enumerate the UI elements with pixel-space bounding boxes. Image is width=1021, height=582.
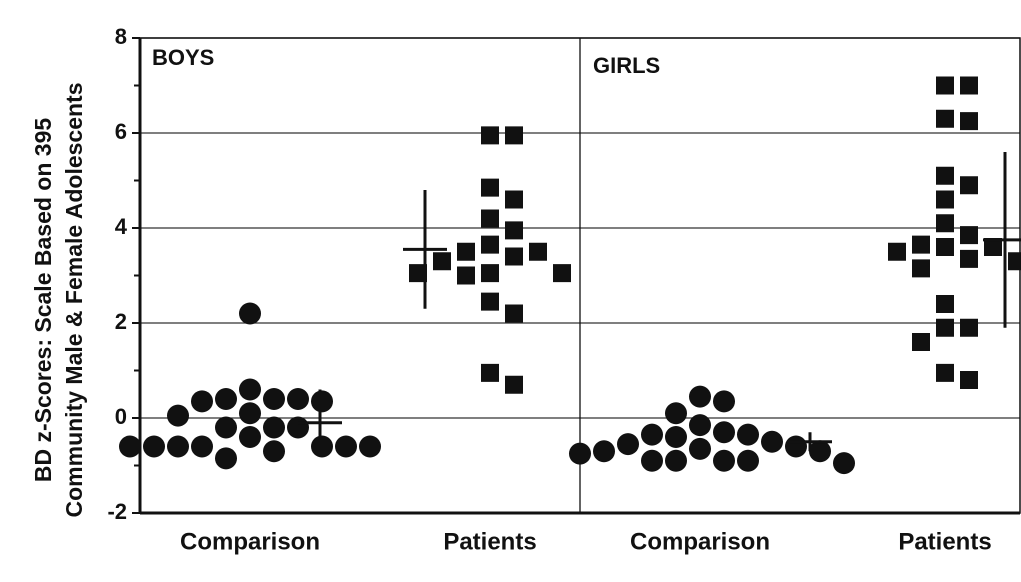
data-point (505, 375, 523, 394)
data-point (593, 440, 615, 463)
y-tick-label: 8 (115, 24, 127, 49)
data-point (936, 76, 954, 95)
data-point (119, 435, 141, 458)
data-point (833, 452, 855, 475)
data-point (936, 238, 954, 256)
data-point (167, 404, 189, 427)
y-axis-label: Community Male & Female Adolescents (61, 83, 87, 518)
data-point (713, 449, 735, 472)
data-point (457, 266, 475, 285)
y-tick-label: 0 (115, 404, 127, 429)
panel-title: GIRLS (593, 53, 660, 78)
data-point (263, 416, 285, 439)
data-point (263, 440, 285, 463)
data-point (359, 435, 381, 458)
data-point (215, 447, 237, 470)
data-point (481, 264, 499, 283)
data-point (737, 449, 759, 472)
data-point (936, 109, 954, 128)
data-point (761, 430, 783, 453)
data-point (665, 402, 687, 425)
y-tick-label: 4 (115, 214, 128, 239)
data-point (809, 440, 831, 463)
data-point (936, 363, 954, 382)
data-point (505, 190, 523, 209)
data-point (287, 388, 309, 410)
data-point (984, 238, 1002, 256)
data-point (960, 318, 978, 337)
data-point (239, 378, 261, 401)
data-point (689, 414, 711, 437)
data-point (785, 435, 807, 458)
data-point (481, 126, 499, 145)
data-point (888, 242, 906, 261)
data-point (215, 388, 237, 410)
y-axis-label: BD z-Scores: Scale Based on 395 (30, 118, 56, 483)
data-point (311, 435, 333, 458)
data-point (481, 209, 499, 228)
data-point (936, 190, 954, 209)
data-point (936, 318, 954, 337)
data-point (689, 437, 711, 460)
data-point (239, 402, 261, 425)
data-point (960, 112, 978, 131)
data-point (936, 295, 954, 313)
data-point (912, 259, 930, 278)
data-point (1008, 252, 1021, 271)
y-tick-label: -2 (107, 499, 127, 524)
data-point (505, 304, 523, 323)
data-point (912, 235, 930, 254)
data-point (433, 252, 451, 271)
data-point (960, 371, 978, 389)
data-point (960, 249, 978, 268)
data-point (505, 247, 523, 266)
data-point (239, 426, 261, 448)
data-point (481, 178, 499, 197)
x-tick-label: Patients (443, 528, 536, 555)
data-point (641, 449, 663, 472)
panel-title: BOYS (152, 45, 214, 70)
data-point (713, 421, 735, 444)
data-point (689, 385, 711, 408)
x-tick-label: Patients (898, 528, 991, 555)
data-point (215, 416, 237, 439)
data-point (311, 390, 333, 413)
data-point (335, 435, 357, 458)
data-point (960, 226, 978, 245)
data-point (239, 302, 261, 325)
data-point (481, 363, 499, 382)
data-point (505, 126, 523, 145)
data-point (143, 435, 165, 458)
data-point (665, 449, 687, 472)
x-tick-label: Comparison (630, 528, 770, 555)
data-point (481, 292, 499, 311)
y-tick-label: 2 (115, 309, 127, 334)
data-point (641, 423, 663, 446)
data-point (960, 176, 978, 195)
data-point (457, 242, 475, 261)
y-tick-label: 6 (115, 119, 127, 144)
data-point (569, 442, 591, 465)
data-point (936, 166, 954, 185)
data-point (529, 242, 547, 261)
data-point (409, 264, 427, 283)
data-point (713, 390, 735, 413)
data-point (912, 333, 930, 351)
data-point (737, 423, 759, 446)
data-point (665, 426, 687, 448)
data-point (505, 221, 523, 240)
data-point (191, 435, 213, 458)
data-point (553, 264, 571, 283)
data-point (617, 433, 639, 456)
data-point (263, 388, 285, 410)
data-point (936, 214, 954, 233)
data-point (481, 235, 499, 254)
data-point (960, 76, 978, 95)
x-tick-label: Comparison (180, 528, 320, 555)
data-point (167, 435, 189, 458)
data-point (287, 416, 309, 439)
data-point (191, 390, 213, 413)
